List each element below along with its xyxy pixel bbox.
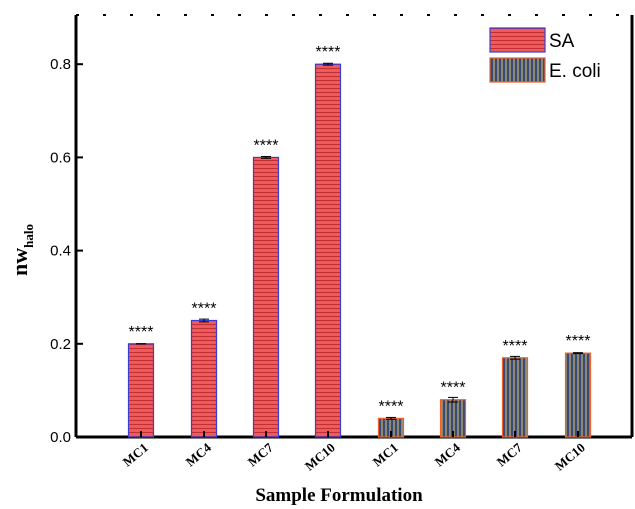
- bars: **** **** **** **** **** **** **** ****: [127, 44, 592, 438]
- legend: SA E. coli: [489, 27, 601, 83]
- y-axis-title: nwhalo: [7, 224, 36, 276]
- significance-label: ****: [441, 380, 466, 397]
- bar-sa-mc7: [252, 156, 280, 438]
- x-axis-title: Sample Formulation: [255, 485, 423, 506]
- legend-swatch-ecoli: [489, 57, 546, 83]
- significance-label: ****: [379, 398, 404, 415]
- x-tick-label: MC7: [245, 439, 277, 469]
- significance-label: ****: [316, 44, 341, 61]
- bar-sa-mc4: [190, 319, 218, 438]
- significance-label: ****: [254, 137, 279, 154]
- x-tick-label: MC10: [552, 440, 588, 474]
- legend-swatch-sa: [489, 27, 546, 53]
- y-axis-title-sub: halo: [21, 224, 36, 248]
- y-tick-label: 0.2: [50, 336, 71, 353]
- significance-label: ****: [503, 338, 528, 355]
- y-axis-title-main: nw: [7, 248, 32, 276]
- x-tick-label: MC10: [302, 440, 338, 474]
- legend-label-ecoli: E. coli: [549, 61, 601, 82]
- y-tick-label: 0.4: [50, 243, 71, 260]
- x-tick-label: MC4: [183, 439, 215, 469]
- y-ticks: 0.0 0.2 0.4 0.6 0.8: [50, 56, 83, 446]
- y-tick-label: 0.6: [50, 149, 71, 166]
- x-tick-label: MC1: [370, 440, 401, 470]
- significance-label: ****: [129, 324, 154, 341]
- y-tick-label: 0.0: [50, 429, 71, 446]
- x-tick-label: MC7: [494, 439, 526, 469]
- significance-label: ****: [566, 333, 591, 350]
- bar-ecoli-mc10: [564, 352, 592, 438]
- x-tick-label: MC1: [120, 440, 151, 470]
- y-tick-label: 0.8: [50, 56, 71, 73]
- plot-frame: [74, 14, 634, 439]
- significance-label: ****: [192, 301, 217, 318]
- legend-label-sa: SA: [549, 31, 575, 52]
- x-tick-label: MC4: [432, 439, 464, 469]
- svg-text:nwhalo: nwhalo: [7, 224, 36, 276]
- bar-sa-mc10: [314, 63, 342, 438]
- bar-sa-mc1: [127, 343, 155, 438]
- bar-ecoli-mc7: [501, 357, 529, 438]
